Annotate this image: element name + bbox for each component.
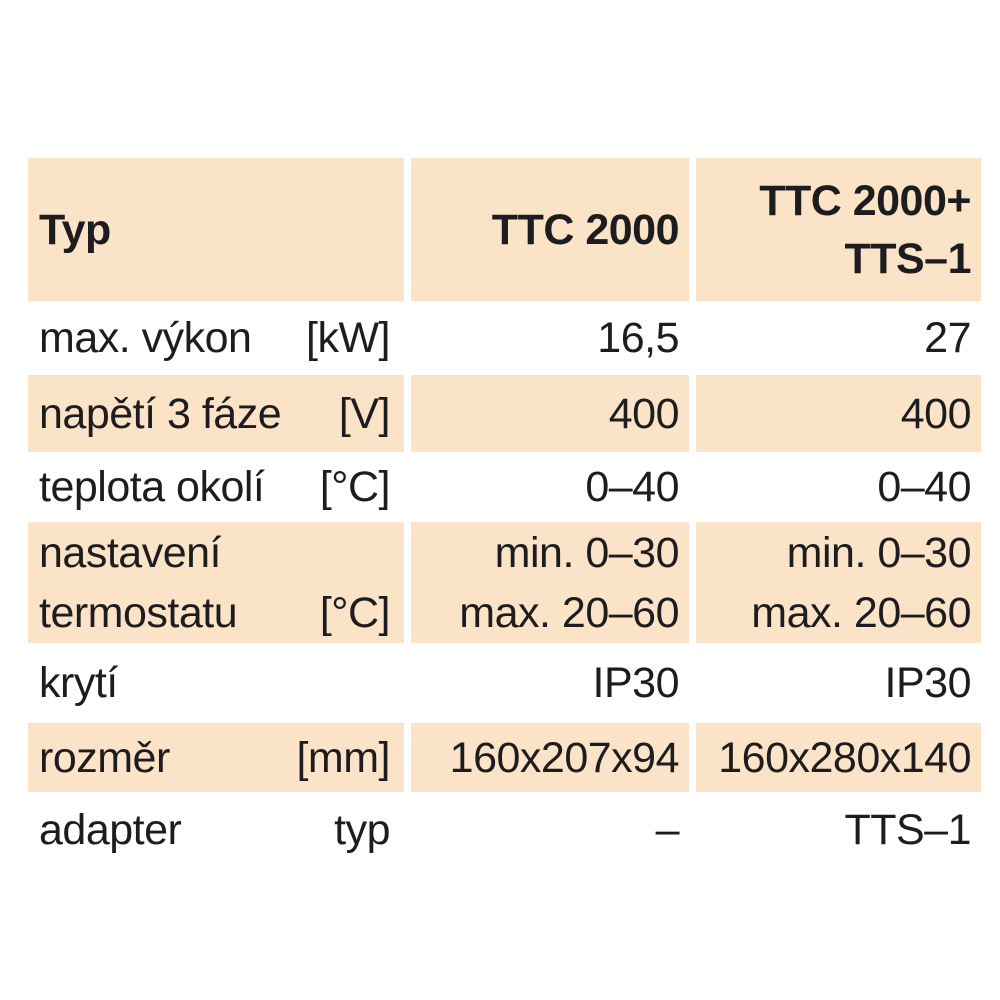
row-unit: [kW] <box>306 314 390 362</box>
table-row-kryti: krytí IP30 IP30 <box>28 643 981 723</box>
value-ttc2000plus: 400 <box>696 375 981 452</box>
model-ttc2000-label: TTC 2000 <box>491 205 680 254</box>
table-row-napeti: napětí 3 fáze [V] 400 400 <box>28 375 981 452</box>
header-cell-typ: Typ <box>28 158 404 301</box>
row-unit: [V] <box>338 389 391 438</box>
value-ttc2000plus: min. 0–30 max. 20–60 <box>696 522 981 643</box>
row-label-cell: max. výkon [kW] <box>28 301 404 375</box>
value-ttc2000plus: 160x280x140 <box>696 723 981 792</box>
row-label: krytí <box>39 659 118 707</box>
row-label: adapter <box>39 805 182 854</box>
header-cell-ttc2000plus: TTC 2000+ TTS–1 <box>696 158 981 301</box>
value-ttc2000plus: 27 <box>696 301 981 375</box>
table-row-max-vykon: max. výkon [kW] 16,5 27 <box>28 301 981 375</box>
row-label-cell: adapter typ <box>28 792 404 867</box>
value-ttc2000: 0–40 <box>411 452 689 522</box>
header-cell-ttc2000: TTC 2000 <box>411 158 689 301</box>
row-label-cell: nastavení termostatu [°C] <box>28 522 404 643</box>
row-label-cell: krytí <box>28 643 404 723</box>
spec-table: Typ TTC 2000 TTC 2000+ TTS–1 max. výkon … <box>28 158 981 867</box>
table-row-rozmer: rozměr [mm] 160x207x94 160x280x140 <box>28 723 981 792</box>
row-label: napětí 3 fáze <box>39 389 282 438</box>
table-row-adapter: adapter typ – TTS–1 <box>28 792 981 867</box>
row-label-cell: rozměr [mm] <box>28 723 404 792</box>
row-label: rozměr <box>39 733 170 782</box>
value-ttc2000: 160x207x94 <box>411 723 689 792</box>
value-ttc2000: min. 0–30 max. 20–60 <box>411 522 689 643</box>
value-ttc2000: – <box>411 792 689 867</box>
row-unit: [°C] <box>319 589 391 637</box>
row-unit: [°C] <box>319 463 391 511</box>
value-ttc2000: 400 <box>411 375 689 452</box>
model-ttc2000plus-label: TTC 2000+ TTS–1 <box>759 176 971 283</box>
value-ttc2000plus: 0–40 <box>696 452 981 522</box>
value-ttc2000plus: IP30 <box>696 643 981 723</box>
table-header-row: Typ TTC 2000 TTC 2000+ TTS–1 <box>28 158 981 301</box>
row-label: teplota okolí <box>39 463 265 511</box>
row-label: max. výkon <box>39 314 252 362</box>
row-label: nastavení termostatu <box>39 529 238 637</box>
table-row-nastaveni-termostatu: nastavení termostatu [°C] min. 0–30 max.… <box>28 522 981 643</box>
value-ttc2000plus: TTS–1 <box>696 792 981 867</box>
type-column-label: Typ <box>39 205 111 254</box>
row-unit: typ <box>334 805 390 854</box>
value-ttc2000: IP30 <box>411 643 689 723</box>
row-label-cell: teplota okolí [°C] <box>28 452 404 522</box>
row-label-cell: napětí 3 fáze [V] <box>28 375 404 452</box>
table-row-teplota: teplota okolí [°C] 0–40 0–40 <box>28 452 981 522</box>
value-ttc2000: 16,5 <box>411 301 689 375</box>
row-unit: [mm] <box>296 733 390 782</box>
